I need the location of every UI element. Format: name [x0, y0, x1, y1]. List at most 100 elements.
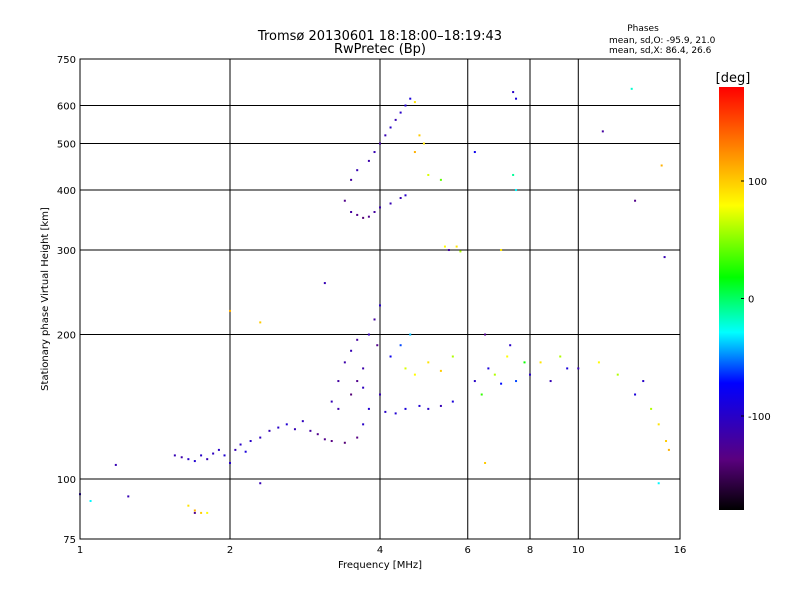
y-tick-label: 400: [57, 186, 76, 197]
data-point: [577, 367, 580, 370]
data-point: [127, 495, 130, 498]
data-point: [193, 509, 196, 512]
data-point: [373, 211, 376, 214]
y-axis-label: Stationary phase Virtual Height [km]: [40, 207, 51, 391]
data-point: [229, 461, 231, 464]
data-point: [356, 380, 359, 383]
x-tick-label: 6: [465, 545, 471, 556]
stats-header: Phases: [627, 24, 659, 34]
data-point: [500, 382, 503, 385]
data-point: [404, 194, 407, 197]
data-point: [187, 504, 190, 507]
data-point: [356, 338, 359, 341]
data-point: [506, 355, 509, 358]
data-point: [367, 159, 370, 162]
data-point: [356, 213, 359, 216]
data-point: [422, 142, 425, 145]
data-point: [389, 355, 392, 358]
data-point: [379, 393, 381, 396]
data-point: [259, 482, 262, 485]
data-point: [399, 344, 402, 347]
data-point: [394, 118, 397, 121]
data-point: [663, 256, 666, 259]
data-point: [379, 142, 381, 145]
data-point: [409, 333, 412, 336]
x-axis-label: Frequency [MHz]: [338, 560, 422, 571]
data-point: [323, 282, 326, 285]
data-point: [323, 438, 326, 441]
data-point: [404, 367, 407, 370]
y-tick-label: 750: [57, 55, 76, 66]
y-tick-label: 100: [57, 475, 76, 486]
data-point: [362, 386, 365, 389]
data-point: [343, 361, 346, 364]
data-point: [114, 463, 117, 466]
data-point: [350, 393, 353, 396]
data-point: [89, 499, 92, 502]
data-point: [200, 454, 203, 457]
data-point: [206, 458, 209, 461]
data-point: [367, 407, 370, 410]
data-point: [404, 407, 407, 410]
data-point: [244, 450, 247, 453]
data-point: [473, 151, 476, 154]
data-point: [173, 454, 176, 457]
data-point: [379, 206, 381, 209]
data-point: [373, 151, 376, 154]
data-point: [539, 361, 542, 364]
data-point: [356, 169, 359, 172]
data-point: [549, 380, 552, 383]
y-tick-label: 600: [57, 102, 76, 113]
data-point: [439, 404, 442, 407]
data-point: [559, 355, 562, 358]
data-point: [330, 440, 333, 443]
data-point: [362, 216, 365, 219]
grid-lines: [80, 59, 680, 539]
colorbar-tick-label: 100: [748, 177, 767, 188]
x-tick-label: 8: [527, 545, 533, 556]
data-point: [512, 91, 515, 94]
data-point: [309, 429, 312, 432]
data-point: [451, 400, 454, 403]
stats-line-x: mean, sd,X: 86.4, 26.6: [609, 46, 712, 56]
data-point: [259, 436, 262, 439]
colorbar-label: [deg]: [716, 71, 751, 86]
data-point: [356, 436, 359, 439]
data-point: [665, 440, 668, 443]
data-point: [259, 321, 262, 324]
colorbar-tick-label: 0: [748, 295, 754, 306]
data-point: [493, 373, 496, 376]
data-point: [509, 344, 512, 347]
chart-title: Tromsø 20130601 18:18:00–18:19:43: [257, 29, 502, 44]
data-point: [293, 428, 296, 431]
data-point: [337, 407, 340, 410]
y-tick-label: 500: [57, 140, 76, 151]
data-point: [343, 199, 346, 202]
data-point: [373, 318, 376, 321]
data-point: [193, 511, 196, 514]
x-tick-labels: 1 2 4 6 8 10 16: [77, 545, 687, 556]
data-point: [630, 87, 633, 90]
data-point: [234, 448, 237, 451]
data-point: [418, 134, 421, 137]
x-tick-label: 1: [77, 545, 83, 556]
data-point: [634, 199, 637, 202]
data-point: [350, 211, 353, 214]
data-point: [515, 380, 518, 383]
data-point: [367, 333, 370, 336]
data-point: [484, 461, 487, 464]
data-point: [301, 420, 304, 423]
colorbar-gradient: [719, 87, 744, 510]
data-point: [217, 448, 220, 451]
data-point: [409, 97, 412, 100]
colorbar-ticks: 100 0 -100: [741, 177, 771, 423]
data-point: [427, 407, 430, 410]
data-point: [473, 380, 476, 383]
y-tick-label: 75: [63, 535, 76, 546]
data-point: [223, 454, 226, 457]
data-point: [480, 393, 483, 396]
data-point: [362, 367, 365, 370]
data-point: [660, 164, 663, 167]
chart-header: Tromsø 20130601 18:18:00–18:19:43 RwPret…: [257, 24, 716, 57]
